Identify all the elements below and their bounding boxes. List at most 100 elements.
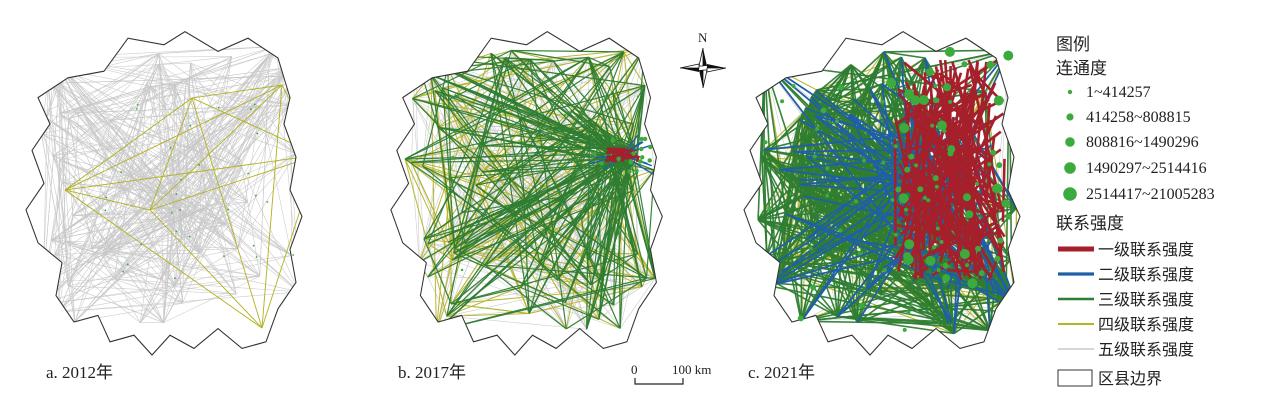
network-link [528,196,564,314]
network-link [53,57,261,277]
network-link [781,195,804,272]
network-link [914,95,971,129]
network-node [530,245,533,248]
network-link [475,184,515,216]
network-link [763,62,803,322]
network-node [198,164,201,166]
boundary-swatch [1057,369,1093,387]
network-link [59,113,183,239]
network-link [159,71,287,280]
network-link [987,243,1005,281]
network-link [58,46,277,313]
network-node [576,171,579,174]
network-link [935,239,964,259]
network-link [53,57,174,214]
network-link [64,97,193,191]
network-link [451,286,521,305]
network-node [975,181,979,186]
network-link [41,278,115,305]
network-link [588,56,610,68]
network-link [41,275,260,305]
network-link [485,154,626,266]
network-link [91,207,207,250]
network-link [281,84,302,156]
nodes-2012 [104,103,295,279]
network-link [619,152,639,159]
network-node [825,166,830,171]
links-2021 [757,49,1018,335]
network-link [74,213,185,323]
network-node [104,209,107,212]
network-link [447,67,634,125]
network-link [598,152,618,320]
network-link [434,90,617,163]
network-link [159,167,243,280]
network-link [182,167,243,304]
network-node [881,160,886,165]
network-link [475,184,602,281]
network-link [927,272,950,325]
network-node [647,158,652,163]
nodes-2021 [763,46,1014,332]
network-link [629,85,646,148]
map-panel-2012: a. 2012年 [24,29,304,382]
panel-label-c: c. 2021年 [748,363,815,382]
network-link [565,277,647,330]
network-link [186,53,270,80]
network-node [899,123,910,134]
network-node [925,255,936,266]
network-link [442,58,530,89]
network-link [806,151,907,240]
network-node [808,246,813,251]
network-link [608,66,636,157]
network-link [437,58,531,128]
network-node [965,263,970,268]
network-node [838,228,843,233]
network-link [430,74,618,157]
network-link [59,120,111,161]
network-link [961,109,979,276]
network-link [454,247,486,266]
network-link [52,155,111,250]
network-node [857,251,862,256]
network-node [791,84,796,88]
network-link [158,53,296,154]
network-link [451,253,638,305]
network-link [482,134,603,147]
network-link [777,141,968,262]
network-link [490,52,630,161]
network-link [450,163,634,179]
network-link [623,51,646,86]
network-link [529,58,618,146]
network-link [897,212,958,245]
network-link [422,68,449,167]
network-link [138,64,160,213]
connectivity-class-5: 2514417~21005283 [1086,186,1215,203]
network-link [102,141,175,255]
network-link [68,118,93,250]
network-link [68,64,159,119]
network-link [801,310,1017,322]
network-link [588,57,604,136]
network-node [599,248,602,251]
network-link [102,71,287,255]
network-link [613,148,620,161]
network-link [174,84,237,295]
network-node [175,230,178,233]
network-link [763,114,816,151]
network-link [623,51,639,172]
nodes-2017 [451,94,653,272]
network-node [179,209,182,212]
network-link [1015,207,1018,312]
network-link [114,278,237,295]
network-link [1005,297,1016,301]
network-link [47,53,159,81]
network-link [847,239,858,323]
network-link [74,216,186,323]
network-link [404,158,615,306]
network-link [190,62,291,106]
strength-class-4: 四级联系强度 [1098,315,1194,334]
network-link [102,253,176,286]
network-link [62,182,227,225]
network-link [62,118,70,183]
